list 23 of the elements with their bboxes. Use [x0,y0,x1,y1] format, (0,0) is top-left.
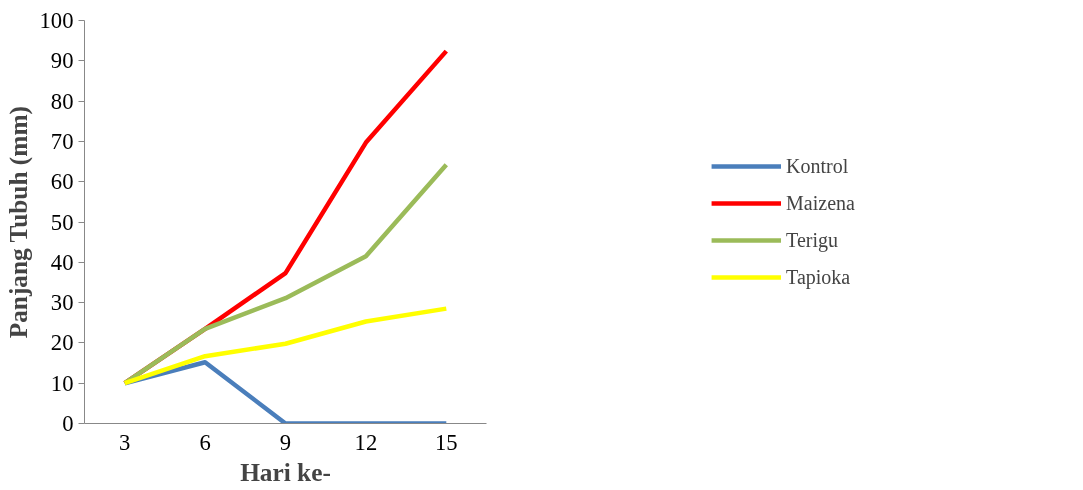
x-axis-title: Hari ke- [240,457,331,486]
x-tick-label: 6 [199,429,211,455]
x-tick-label: 9 [279,429,292,455]
line-series [122,306,449,386]
y-tick-label: 0 [62,411,74,436]
y-tick-label: 20 [50,330,74,356]
x-tick-label: 12 [354,429,378,455]
y-axis-title: Panjang Tubuh (mm) [3,106,33,339]
y-tick-label: 70 [50,128,74,154]
x-tick-label: 3 [119,429,131,455]
y-tick-label: 10 [50,370,74,396]
y-tick-label: 50 [50,209,74,235]
y-tick-label: 90 [50,48,74,74]
legend-label: Terigu [786,228,838,252]
y-tick-label: 40 [50,249,74,275]
y-tick-label: 100 [39,8,74,33]
legend-label: Maizena [786,191,855,215]
legend-label: Kontrol [786,154,849,178]
x-tick-label: 15 [434,429,458,455]
y-tick-label: 60 [50,169,74,195]
legend-label: Tapioka [786,265,851,289]
y-tick-label: 30 [50,290,74,316]
y-tick-label: 80 [50,88,74,114]
